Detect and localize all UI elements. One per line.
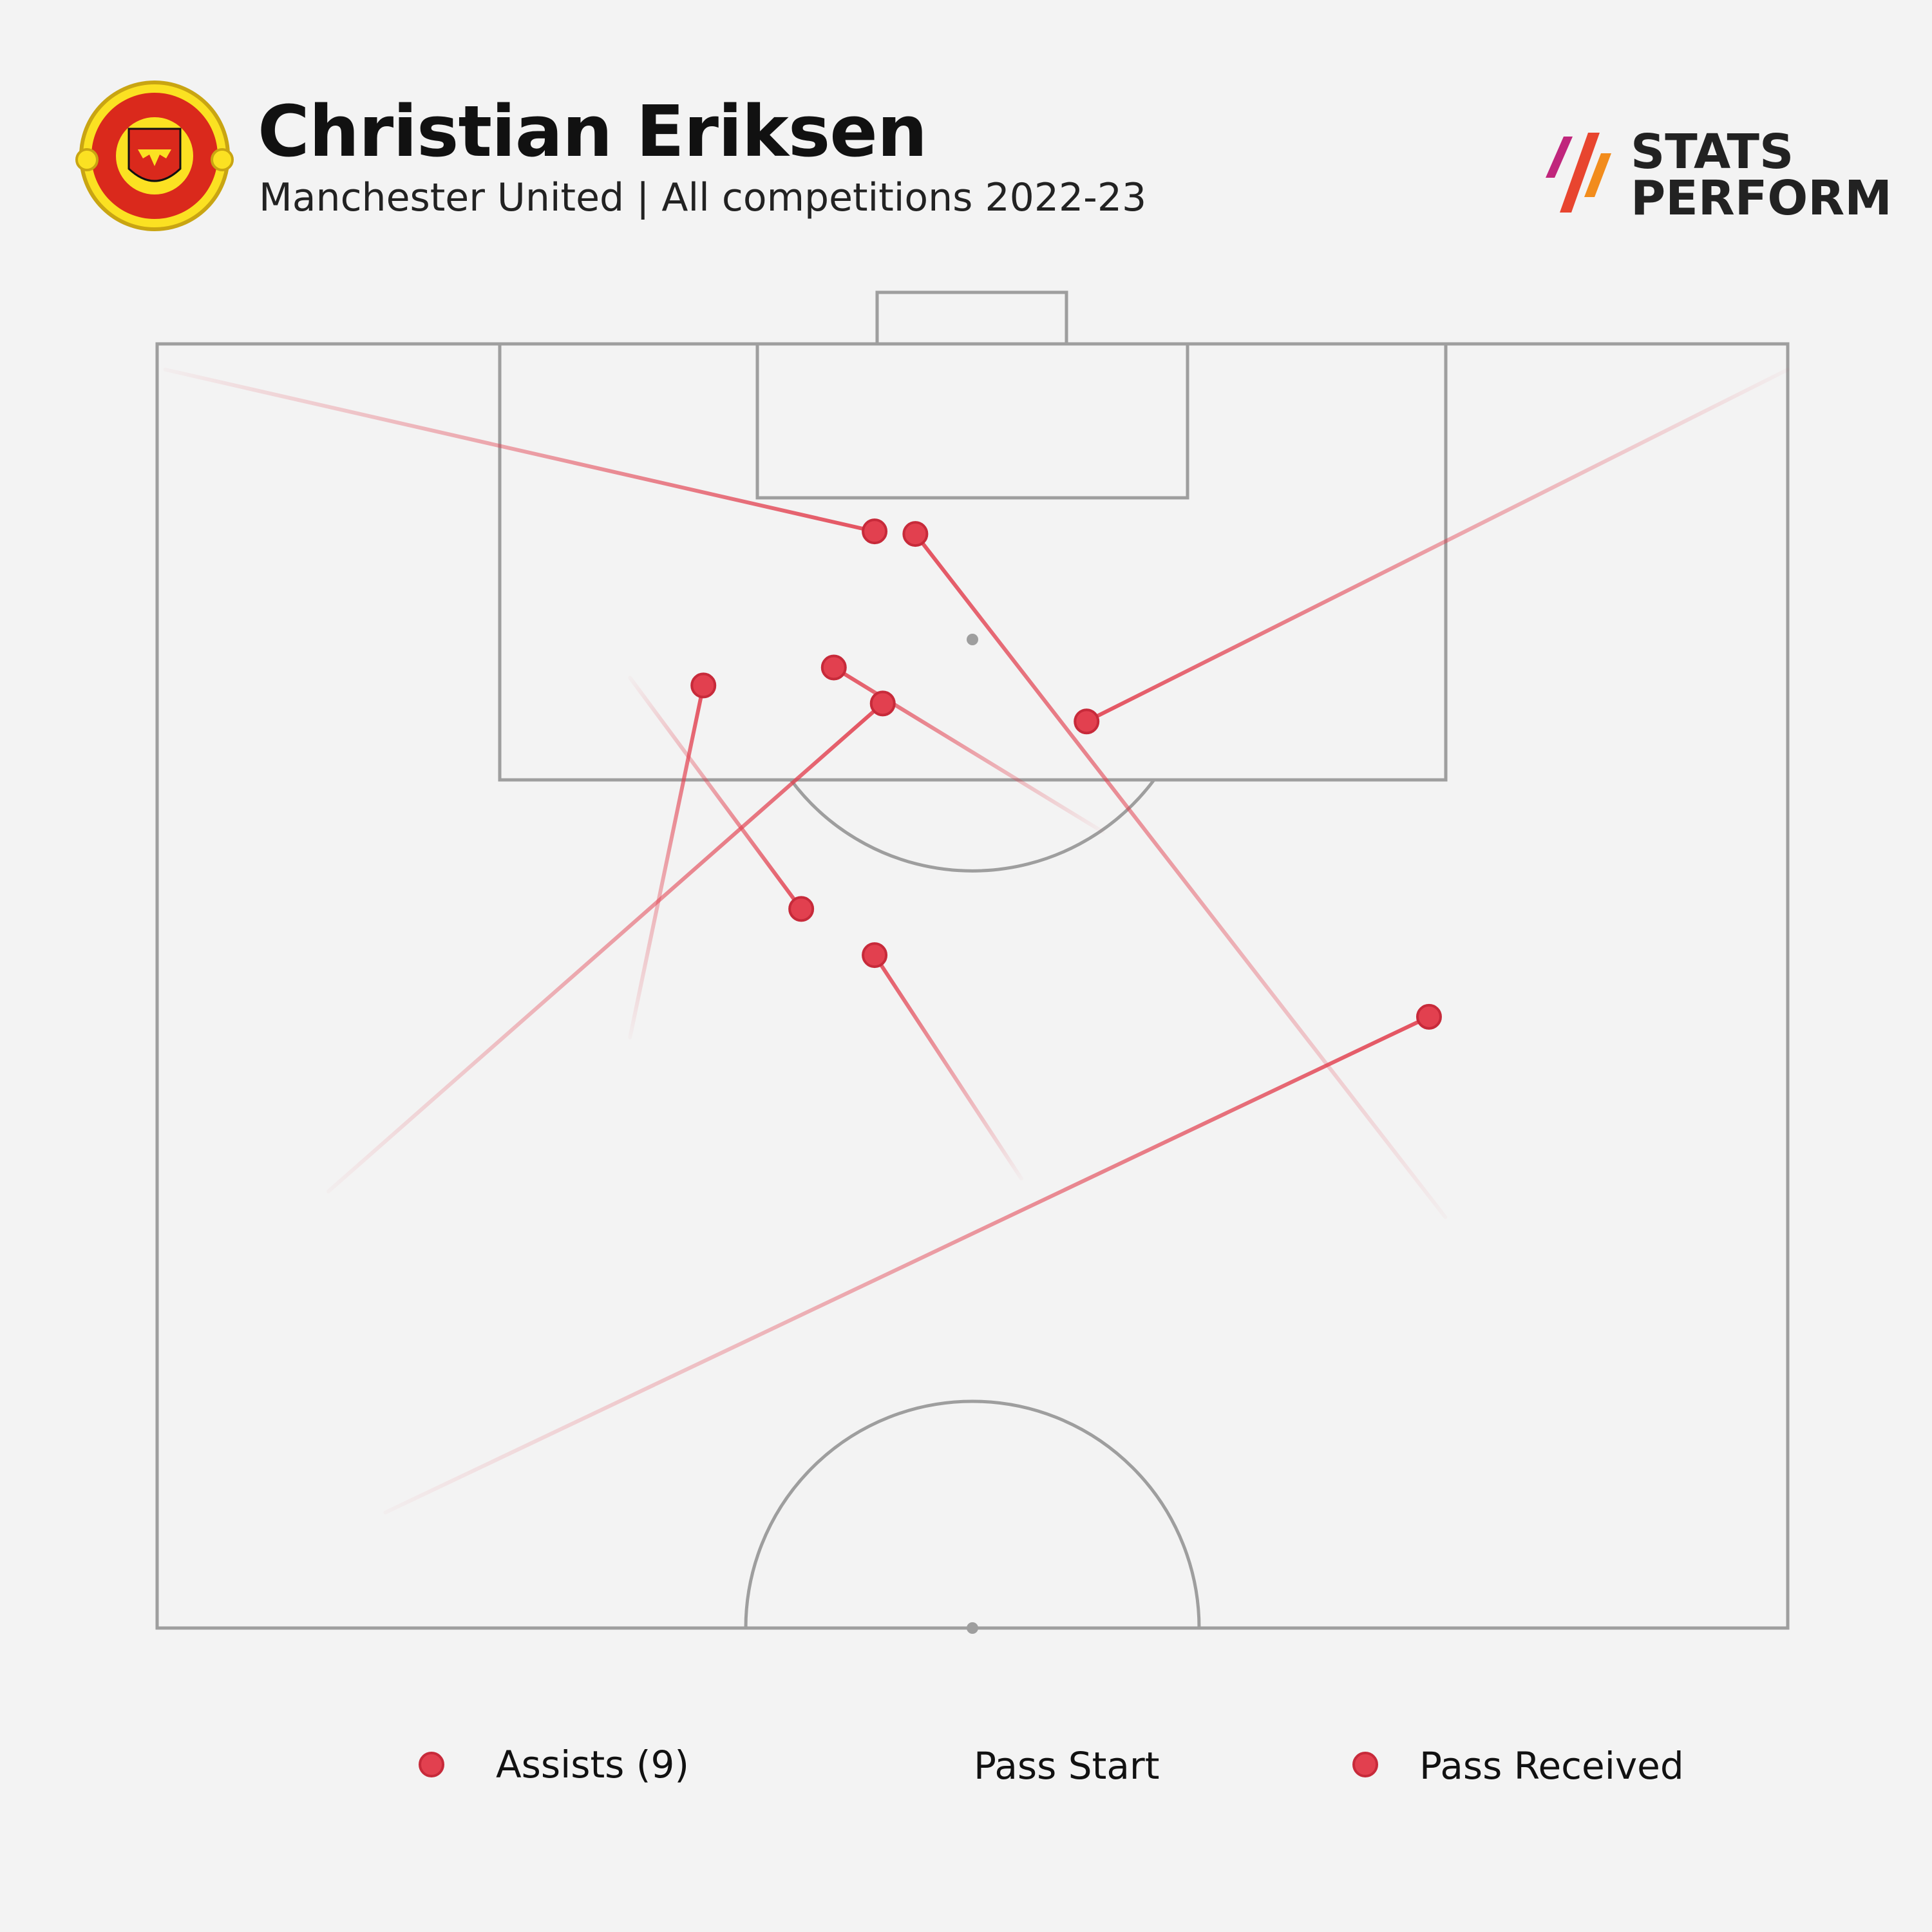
pass-line-8 bbox=[873, 953, 1023, 1181]
legend-pass-received-marker bbox=[1352, 1752, 1378, 1777]
brand-line-1: STATS bbox=[1631, 124, 1794, 180]
stats-perform-logo-mark bbox=[1546, 133, 1611, 213]
penalty-arc bbox=[789, 779, 1156, 873]
page-subtitle: Manchester United | All competitions 202… bbox=[259, 175, 1147, 220]
pass-line-2 bbox=[913, 532, 1448, 1219]
goal bbox=[875, 290, 1068, 346]
legend-pass-start-label: Pass Start bbox=[974, 1744, 1160, 1788]
legend-pass-received-label: Pass Received bbox=[1419, 1744, 1684, 1788]
assist-marker-5 bbox=[788, 896, 815, 922]
pass-line-5 bbox=[628, 676, 804, 911]
pitch-outline bbox=[155, 342, 1790, 1630]
pass-line-4 bbox=[831, 665, 1105, 834]
six-yard-box bbox=[755, 342, 1189, 500]
assist-marker-7 bbox=[690, 672, 717, 699]
assist-marker-3 bbox=[1074, 708, 1100, 735]
club-crest-logo bbox=[75, 80, 234, 231]
legend-assists-label: Assists (9) bbox=[496, 1743, 689, 1786]
centre-spot bbox=[967, 1622, 978, 1634]
assist-passes bbox=[163, 367, 1790, 1515]
pass-line-1 bbox=[163, 367, 877, 534]
pass-line-3 bbox=[1084, 367, 1790, 724]
penalty-area bbox=[498, 342, 1448, 782]
pass-line-6 bbox=[326, 701, 885, 1194]
assist-marker-8 bbox=[862, 942, 888, 969]
pitch-markings bbox=[155, 290, 1790, 1630]
legend-graphics bbox=[419, 1752, 1378, 1777]
legend-assist-marker bbox=[419, 1752, 444, 1777]
page-title: Christian Eriksen bbox=[258, 90, 927, 173]
pass-line-7 bbox=[628, 683, 706, 1039]
brand-line-2: PERFORM bbox=[1631, 171, 1892, 226]
pass-line-9 bbox=[383, 1014, 1431, 1515]
centre-circle bbox=[744, 1399, 1201, 1629]
assist-marker-2 bbox=[902, 521, 929, 547]
assist-marker-9 bbox=[1416, 1003, 1442, 1030]
stats-perform-wordmark: STATS PERFORM bbox=[1631, 124, 1892, 226]
assist-marker-1 bbox=[862, 518, 888, 545]
assist-marker-4 bbox=[820, 654, 847, 681]
penalty-spot bbox=[967, 634, 978, 645]
assist-marker-6 bbox=[869, 690, 896, 717]
